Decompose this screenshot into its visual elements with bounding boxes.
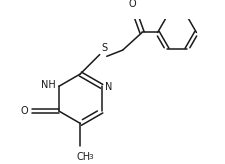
Text: N: N: [105, 82, 112, 92]
Text: O: O: [20, 106, 28, 116]
Text: NH: NH: [40, 80, 55, 90]
Text: O: O: [128, 0, 136, 9]
Text: CH: CH: [77, 152, 91, 162]
Text: 3: 3: [88, 154, 93, 160]
Text: S: S: [101, 43, 108, 53]
